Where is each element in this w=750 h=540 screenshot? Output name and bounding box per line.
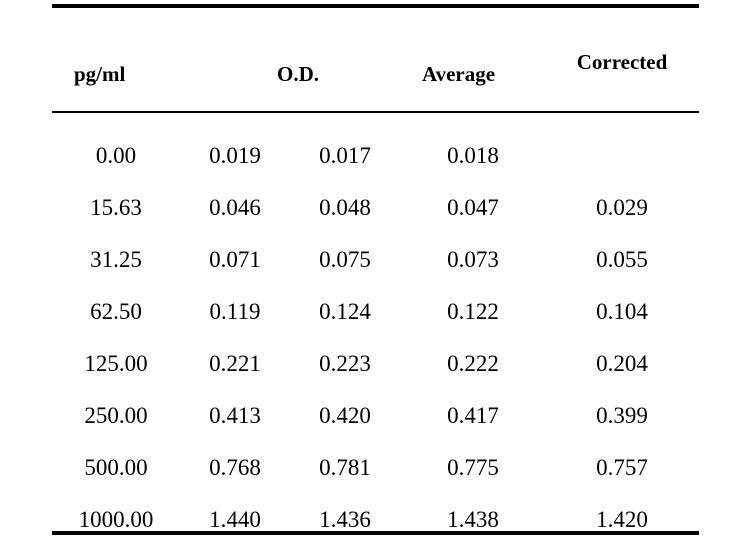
- header-concentration: pg/ml: [74, 62, 126, 86]
- table-bottom-rule: [52, 531, 699, 535]
- cell-average: 1.438: [447, 507, 499, 532]
- cell-average: 0.417: [447, 403, 499, 428]
- cell-od-1: 0.019: [209, 143, 261, 168]
- cell-average: 0.222: [447, 351, 499, 376]
- cell-corrected: 0.029: [596, 195, 648, 220]
- cell-od-1: 0.119: [209, 299, 261, 324]
- table-row: 15.63 0.046 0.048 0.047 0.029: [52, 193, 699, 223]
- cell-average: 0.122: [447, 299, 499, 324]
- cell-od-2: 1.436: [319, 507, 371, 532]
- cell-average: 0.775: [447, 455, 499, 480]
- table-header-rule: [52, 111, 699, 113]
- table-header: pg/ml O.D. Average Corrected: [52, 8, 699, 111]
- cell-od-1: 0.071: [209, 247, 261, 272]
- table-row: 1000.00 1.440 1.436 1.438 1.420: [52, 505, 699, 535]
- cell-average: 0.073: [447, 247, 499, 272]
- cell-od-1: 0.413: [209, 403, 261, 428]
- cell-average: 0.018: [447, 143, 499, 168]
- cell-corrected: 1.420: [596, 507, 648, 532]
- header-corrected: Corrected: [576, 50, 668, 74]
- cell-corrected: 0.757: [596, 455, 648, 480]
- standard-curve-table: pg/ml O.D. Average Corrected 0.00 0.019 …: [52, 4, 699, 535]
- header-od: O.D.: [277, 62, 319, 86]
- cell-corrected: 0.055: [596, 247, 648, 272]
- cell-od-2: 0.048: [319, 195, 371, 220]
- cell-concentration: 500.00: [84, 455, 148, 480]
- cell-concentration: 31.25: [90, 247, 142, 272]
- cell-concentration: 15.63: [90, 195, 142, 220]
- cell-corrected: 0.204: [596, 351, 648, 376]
- table-row: 62.50 0.119 0.124 0.122 0.104: [52, 297, 699, 327]
- cell-od-2: 0.223: [319, 351, 371, 376]
- cell-concentration: 0.00: [95, 143, 137, 168]
- cell-od-1: 1.440: [209, 507, 261, 532]
- cell-average: 0.047: [447, 195, 499, 220]
- cell-od-1: 0.046: [209, 195, 261, 220]
- table-body: 0.00 0.019 0.017 0.018 15.63 0.046 0.048…: [52, 113, 699, 532]
- cell-od-2: 0.017: [319, 143, 371, 168]
- cell-concentration: 250.00: [84, 403, 148, 428]
- table-row: 125.00 0.221 0.223 0.222 0.204: [52, 349, 699, 379]
- table-row: 250.00 0.413 0.420 0.417 0.399: [52, 401, 699, 431]
- table-top-rule: [52, 4, 699, 8]
- cell-concentration: 62.50: [90, 299, 142, 324]
- table-row: 0.00 0.019 0.017 0.018: [52, 141, 699, 171]
- cell-od-2: 0.075: [319, 247, 371, 272]
- cell-concentration: 1000.00: [78, 507, 154, 532]
- cell-od-2: 0.781: [319, 455, 371, 480]
- cell-od-2: 0.420: [319, 403, 371, 428]
- table-row: 31.25 0.071 0.075 0.073 0.055: [52, 245, 699, 275]
- cell-od-1: 0.221: [209, 351, 261, 376]
- table-row: 500.00 0.768 0.781 0.775 0.757: [52, 453, 699, 483]
- cell-od-1: 0.768: [209, 455, 261, 480]
- cell-corrected: 0.104: [596, 299, 648, 324]
- cell-corrected: 0.399: [596, 403, 648, 428]
- cell-od-2: 0.124: [319, 299, 371, 324]
- cell-concentration: 125.00: [84, 351, 148, 376]
- header-average: Average: [422, 62, 496, 86]
